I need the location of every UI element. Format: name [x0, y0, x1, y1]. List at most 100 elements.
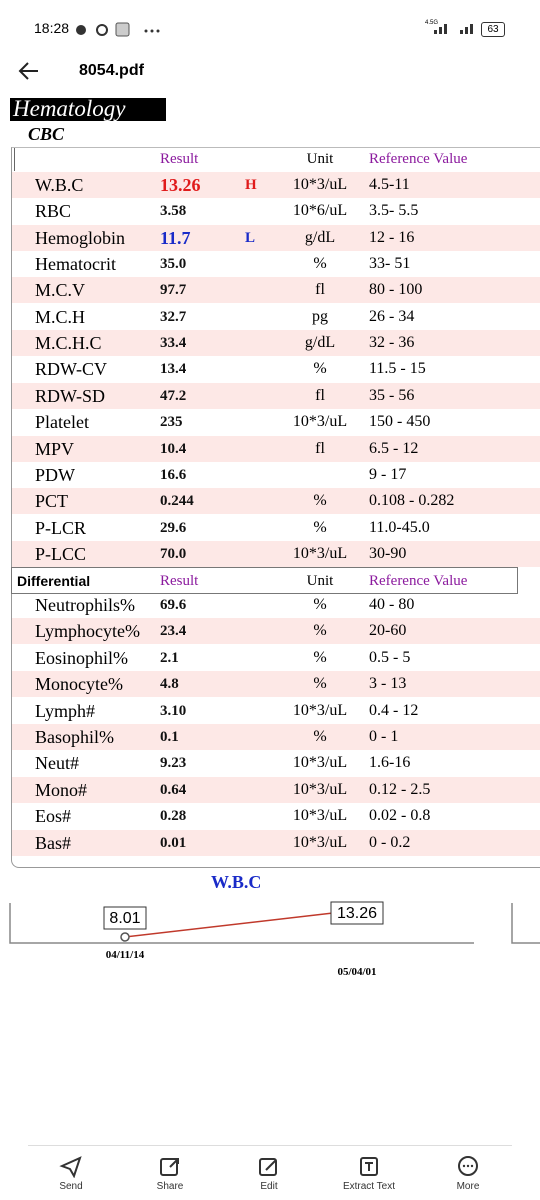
- test-name: P-LCR: [35, 517, 87, 538]
- table-row: P-LCR 29.6% 11.0-45.0: [12, 515, 540, 541]
- result: 69.6: [160, 597, 187, 613]
- reference: 12 - 16: [369, 228, 415, 246]
- unit: %: [313, 518, 327, 536]
- unit: 10*3/uL: [292, 833, 348, 851]
- result: 16.6: [160, 466, 187, 483]
- test-name: PDW: [35, 464, 75, 485]
- unit: pg: [312, 307, 328, 325]
- result: 4.8: [160, 676, 179, 693]
- result: 3.58: [160, 203, 187, 220]
- trend-title: W.B.C: [211, 872, 262, 892]
- result: 23.4: [160, 623, 187, 640]
- header-cell: Unit: [306, 573, 334, 589]
- unit: %: [313, 255, 327, 273]
- header-divider: [14, 148, 15, 171]
- reference: 6.5 - 12: [369, 439, 419, 457]
- result: 13.4: [160, 361, 187, 378]
- table-row: Lymphocyte% 23.4% 20-60: [12, 618, 540, 645]
- unit: 10*3/uL: [292, 701, 348, 719]
- result: 11.7: [160, 227, 191, 248]
- reference: 32 - 36: [369, 334, 415, 352]
- table-row: Lymph# 3.10 10*3/uL 0.4 - 12: [12, 698, 540, 724]
- result: 0.01: [160, 834, 187, 851]
- toolbar-icons: [59, 1156, 478, 1178]
- reference: 0 - 0.2: [369, 833, 411, 851]
- toolbar-button[interactable]: Edit: [260, 1181, 278, 1192]
- header-cell: Differential: [17, 573, 91, 589]
- toolbar-button[interactable]: More: [456, 1181, 480, 1192]
- reference: 9 - 17: [369, 465, 407, 483]
- result: 2.1: [160, 649, 179, 666]
- test-name: Neut#: [35, 753, 79, 774]
- file-title: 8054.pdf: [79, 62, 144, 79]
- test-name: Lymphocyte%: [35, 621, 140, 642]
- unit: 10*3/uL: [292, 544, 348, 562]
- toolbar-button[interactable]: Share: [156, 1181, 184, 1192]
- unit: %: [313, 648, 327, 666]
- network: 4.5G: [425, 20, 439, 26]
- test-name: Bas#: [35, 832, 71, 853]
- test-name: M.C.H.C: [35, 333, 102, 354]
- test-name: Mono#: [35, 779, 88, 800]
- reference: 20-60: [369, 622, 407, 640]
- test-name: Hematocrit: [35, 254, 116, 275]
- flag: H: [245, 177, 257, 193]
- table-row: MPV 10.4 fl 6.5 - 12: [12, 435, 540, 462]
- toolbar-button[interactable]: Send: [59, 1181, 83, 1192]
- table-row: Bas# 0.01 10*3/uL 0 - 0.2: [12, 829, 540, 856]
- table-row: Neutrophils% 69.6% 40 - 80: [12, 592, 540, 618]
- toolbar-divider: [28, 1145, 512, 1146]
- trend-chart: 8.01 13.26 04/11/14 05/04/01: [9, 901, 540, 978]
- result: 9.23: [160, 755, 187, 772]
- unit: 10*3/uL: [292, 413, 348, 431]
- back-button[interactable]: [18, 61, 40, 81]
- reference: 11.0-45.0: [369, 518, 430, 536]
- header-cell: Unit: [306, 151, 334, 167]
- table-row: M.C.V 97.7 fl 80 - 100: [12, 277, 540, 304]
- reference: 0.108 - 0.282: [369, 492, 455, 510]
- test-name: RDW-CV: [35, 359, 107, 380]
- table-row: RDW-SD 47.2 fl 35 - 56: [12, 382, 540, 409]
- result: 0.64: [160, 781, 187, 798]
- result: 0.28: [160, 808, 187, 825]
- reference: 3 - 13: [369, 675, 407, 693]
- reference: 0.4 - 12: [369, 701, 419, 719]
- table-row: PDW 16.6 9 - 17: [12, 462, 540, 488]
- header-cell: Reference Value: [369, 573, 468, 589]
- status-icons: [76, 22, 160, 37]
- result: 33.4: [160, 335, 187, 352]
- unit: g/dL: [304, 228, 336, 246]
- flag: L: [245, 229, 256, 246]
- reference: 30-90: [369, 544, 407, 562]
- test-name: MPV: [35, 438, 75, 459]
- unit: %: [313, 675, 327, 693]
- reference: 3.5- 5.5: [369, 202, 419, 220]
- unit: fl: [315, 386, 325, 404]
- table-row: Platelet 235 10*3/uL 150 - 450: [12, 409, 540, 435]
- reference: 26 - 34: [369, 307, 415, 325]
- test-name: RDW-SD: [35, 385, 106, 406]
- result: 10.4: [160, 440, 187, 457]
- test-name: Eos#: [35, 806, 71, 827]
- test-name: M.C.V: [35, 280, 86, 301]
- result: 0.1: [160, 729, 179, 745]
- table-row: Neut# 9.23 10*3/uL 1.6-16: [12, 750, 540, 776]
- test-name: Platelet: [35, 412, 89, 433]
- reference: 33- 51: [369, 255, 411, 273]
- unit: %: [313, 596, 327, 613]
- test-name: Eosinophil%: [35, 647, 128, 668]
- unit: fl: [315, 281, 325, 299]
- test-name: Basophil%: [35, 727, 114, 747]
- result: 97.7: [160, 282, 187, 299]
- toolbar-button[interactable]: Extract Text: [342, 1181, 396, 1192]
- reference: 150 - 450: [369, 413, 431, 431]
- reference: 0.5 - 5: [369, 648, 411, 666]
- table-row: Eosinophil% 2.1% 0.5 - 5: [12, 645, 540, 671]
- unit: %: [313, 728, 327, 745]
- unit: g/dL: [304, 334, 336, 352]
- header-cell: Result: [160, 573, 199, 589]
- reference: 0 - 1: [369, 728, 399, 745]
- table-row: M.C.H 32.7 pg 26 - 34: [12, 304, 540, 330]
- test-name: Neutrophils%: [35, 595, 135, 615]
